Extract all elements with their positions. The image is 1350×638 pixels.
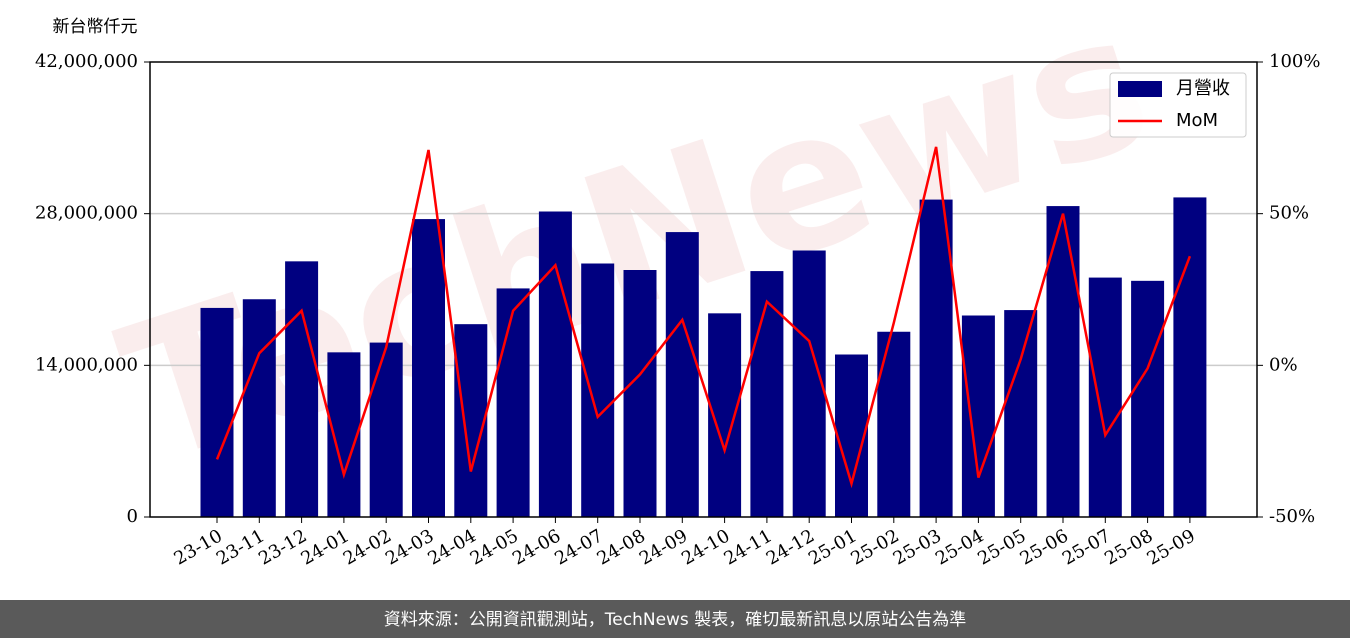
y-tick-label: 0: [127, 506, 138, 527]
footer-bar: [0, 600, 1350, 638]
bar: [1088, 277, 1122, 517]
y-tick-label: 28,000,000: [35, 203, 138, 224]
bar: [665, 232, 699, 518]
bar: [750, 271, 784, 517]
bar: [285, 261, 319, 517]
legend-swatch: [1118, 81, 1162, 97]
y2-tick-label: 50%: [1269, 203, 1309, 224]
y-axis-label: 新台幣仟元: [53, 17, 138, 37]
bar: [792, 250, 826, 517]
legend-label: MoM: [1176, 110, 1218, 131]
bar: [1131, 280, 1165, 517]
x-tick-label: 25-09: [1143, 525, 1198, 569]
bar: [1173, 197, 1207, 517]
bar: [242, 299, 276, 517]
bar: [1004, 310, 1038, 517]
bar: [538, 211, 572, 517]
y2-tick-label: 100%: [1269, 51, 1320, 72]
footer: 資料來源：公開資訊觀測站，TechNews 製表，確切最新訊息以原站公告為準: [384, 610, 966, 630]
bar: [961, 315, 995, 517]
bar: [877, 331, 911, 517]
bar: [454, 324, 488, 517]
bar: [412, 219, 445, 518]
bar: [623, 270, 657, 517]
mom-line: [215, 146, 1192, 489]
y-tick-label: 42,000,000: [35, 51, 138, 72]
bar: [1046, 206, 1080, 518]
bar: [496, 288, 530, 517]
bar: [369, 342, 403, 517]
plot-frame: [149, 61, 1258, 518]
bar: [835, 354, 868, 517]
y2-tick-label: -50%: [1269, 506, 1315, 527]
bar: [919, 199, 953, 518]
legend-label: 月營收: [1176, 78, 1230, 99]
bar: [200, 307, 234, 517]
y-tick-label: 14,000,000: [35, 354, 138, 375]
bar: [581, 263, 615, 517]
y2-tick-label: 0%: [1269, 354, 1298, 375]
